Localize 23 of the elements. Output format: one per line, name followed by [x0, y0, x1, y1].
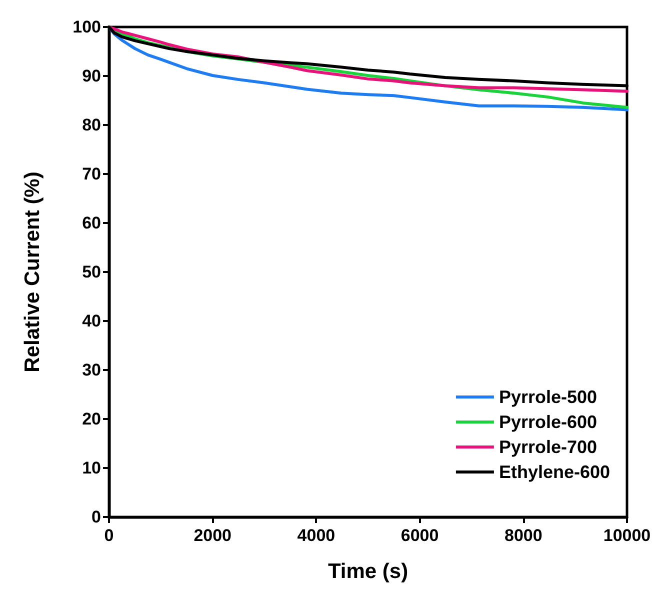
- x-axis-title: Time (s): [328, 560, 408, 583]
- x-tick-label: 10000: [603, 526, 651, 545]
- y-tick-label: 100: [72, 18, 101, 36]
- y-tick-label: 80: [82, 116, 101, 134]
- y-tick-label: 50: [82, 262, 101, 282]
- legend-label: Ethylene-600: [498, 462, 610, 482]
- legend-label: Pyrrole-500: [498, 387, 598, 407]
- legend-label: Pyrrole-600: [498, 412, 598, 432]
- legend-label: Pyrrole-700: [498, 437, 598, 457]
- x-tick-label: 4000: [297, 526, 336, 545]
- y-tick-label: 20: [82, 410, 101, 428]
- x-tick-label: 8000: [504, 526, 542, 545]
- y-axis-title: Relative Current (%): [21, 172, 44, 372]
- x-tick-label: 0: [104, 526, 114, 545]
- y-tick-label: 30: [82, 360, 101, 380]
- x-tick-label: 6000: [400, 526, 439, 545]
- y-tick-label: 60: [82, 214, 101, 232]
- y-tick-label: 90: [82, 66, 101, 86]
- y-tick-label: 40: [82, 312, 101, 330]
- y-tick-label: 0: [92, 508, 101, 526]
- x-tick-label: 2000: [194, 526, 232, 545]
- y-tick-label: 70: [82, 164, 101, 184]
- y-tick-label: 10: [82, 458, 101, 478]
